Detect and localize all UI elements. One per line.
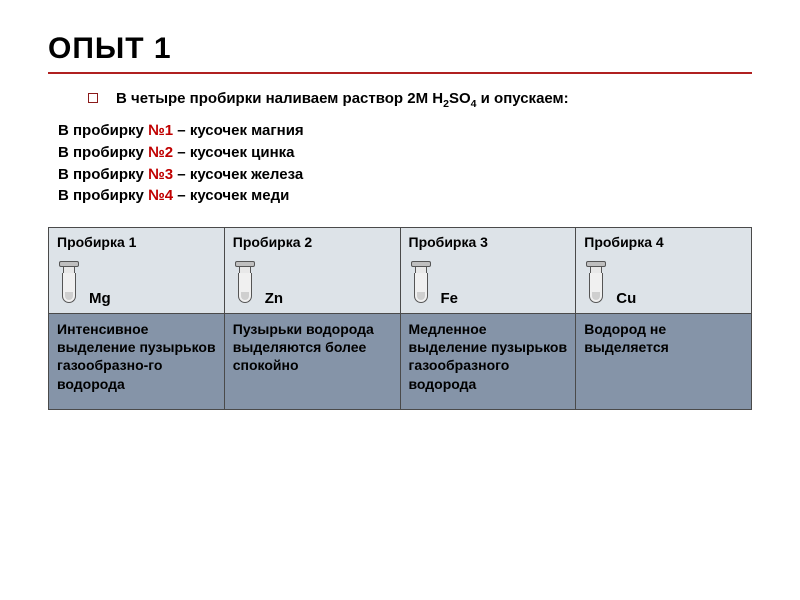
tube-line: В пробирку №3 – кусочек железа [58, 164, 752, 186]
line-rest: – кусочек цинка [173, 144, 294, 161]
header-label: Пробирка 3 [409, 234, 568, 250]
observation-cell: Медленное выделение пузырьков газообразн… [400, 314, 576, 410]
element-symbol: Mg [89, 290, 111, 307]
table-header-cell: Пробирка 4 Cu [576, 228, 752, 314]
tube-line: В пробирку №1 – кусочек магния [58, 120, 752, 142]
test-tube-icon [411, 261, 431, 307]
element-symbol: Fe [441, 290, 459, 307]
tube-line: В пробирку №2 – кусочек цинка [58, 142, 752, 164]
line-prefix: В пробирку [58, 144, 148, 161]
intro-text: В четыре пробирки наливаем раствор 2М H2… [116, 90, 569, 110]
line-num: №4 [148, 187, 173, 204]
line-prefix: В пробирку [58, 122, 148, 139]
table-header-cell: Пробирка 2 Zn [224, 228, 400, 314]
header-label: Пробирка 2 [233, 234, 392, 250]
observation-cell: Пузырьки водорода выделяются более споко… [224, 314, 400, 410]
slide-title: ОПЫТ 1 [48, 32, 752, 74]
intro-row: В четыре пробирки наливаем раствор 2М H2… [88, 90, 752, 110]
bullet-icon [88, 93, 98, 103]
line-rest: – кусочек меди [173, 187, 289, 204]
observation-cell: Водород не выделяется [576, 314, 752, 410]
tube-lines: В пробирку №1 – кусочек магния В пробирк… [58, 120, 752, 207]
element-symbol: Cu [616, 290, 636, 307]
observation-cell: Интенсивное выделение пузырьков газообра… [49, 314, 225, 410]
line-num: №2 [148, 144, 173, 161]
test-tube-icon [59, 261, 79, 307]
element-symbol: Zn [265, 290, 283, 307]
tube-line: В пробирку №4 – кусочек меди [58, 185, 752, 207]
line-num: №1 [148, 122, 173, 139]
line-rest: – кусочек магния [173, 122, 304, 139]
table-header-row: Пробирка 1 Mg Пробирка 2 Zn Пробирка 3 [49, 228, 752, 314]
line-prefix: В пробирку [58, 187, 148, 204]
header-label: Пробирка 1 [57, 234, 216, 250]
experiment-table: Пробирка 1 Mg Пробирка 2 Zn Пробирка 3 [48, 227, 752, 410]
line-rest: – кусочек железа [173, 166, 303, 183]
table-header-cell: Пробирка 1 Mg [49, 228, 225, 314]
intro-prefix: В четыре пробирки наливаем раствор 2М H [116, 90, 443, 107]
header-label: Пробирка 4 [584, 234, 743, 250]
intro-suffix: и опускаем: [476, 90, 568, 107]
line-prefix: В пробирку [58, 166, 148, 183]
test-tube-icon [235, 261, 255, 307]
intro-mid: SO [449, 90, 471, 107]
test-tube-icon [586, 261, 606, 307]
line-num: №3 [148, 166, 173, 183]
table-header-cell: Пробирка 3 Fe [400, 228, 576, 314]
table-observation-row: Интенсивное выделение пузырьков газообра… [49, 314, 752, 410]
